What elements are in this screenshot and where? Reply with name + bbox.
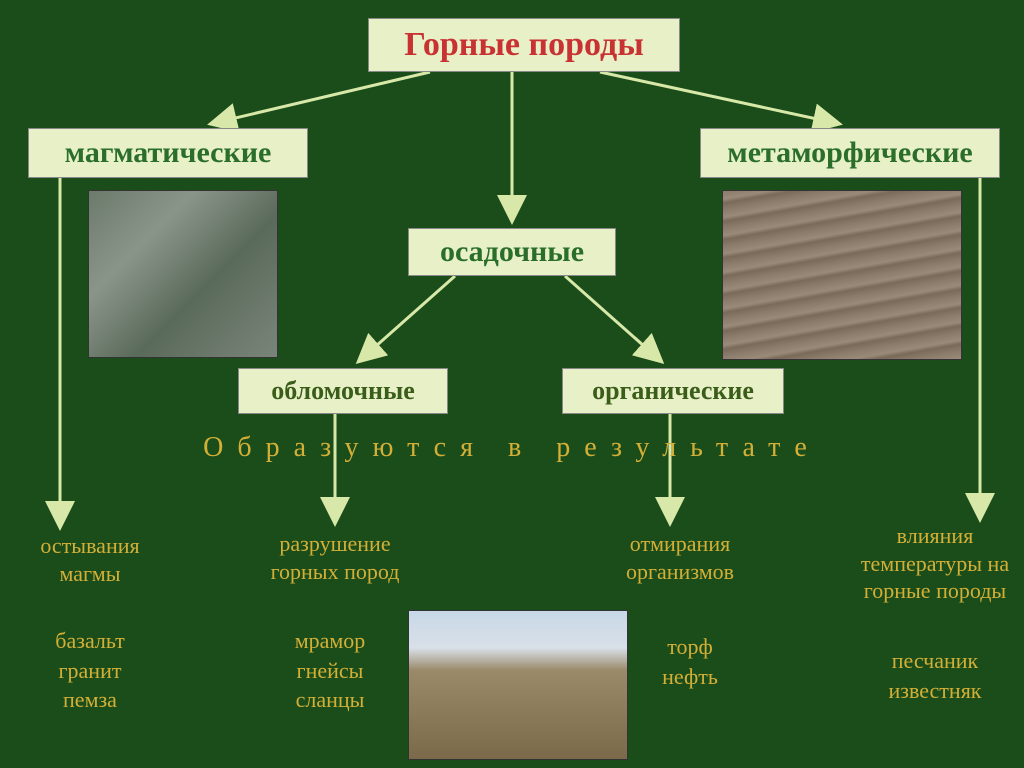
result-rock-destruction: разрушение горных пород: [230, 530, 440, 585]
examples-organic: торф нефть: [620, 632, 760, 691]
ex-met-2: известняк: [850, 676, 1020, 706]
magma-l2: магмы: [0, 560, 180, 588]
ex-org-2: нефть: [620, 662, 760, 692]
rock-image-right: [722, 190, 962, 360]
destr-l2: горных пород: [230, 558, 440, 586]
ex-mag-2: гранит: [10, 656, 170, 686]
ex-cla-3: сланцы: [250, 685, 410, 715]
title-box: Горные породы: [368, 18, 680, 72]
rock-image-bottom: [408, 610, 628, 760]
rock-image-left: [88, 190, 278, 358]
category-metamorphic: метаморфические: [700, 128, 1000, 178]
clastic-label: обломочные: [271, 376, 415, 406]
title-text: Горные породы: [404, 26, 644, 64]
ex-mag-1: базальт: [10, 626, 170, 656]
metamorphic-label: метаморфические: [727, 136, 972, 170]
temp-l3: горные породы: [840, 577, 1024, 605]
ex-cla-2: гнейсы: [250, 656, 410, 686]
subcategory-organic: органические: [562, 368, 784, 414]
org-l2: организмов: [590, 558, 770, 586]
result-magma-cooling: остывания магмы: [0, 532, 180, 587]
subcategory-clastic: обломочные: [238, 368, 448, 414]
ex-cla-1: мрамор: [250, 626, 410, 656]
temp-l2: температуры на: [840, 550, 1024, 578]
formation-heading: Образуются в результате: [0, 432, 1024, 464]
formation-heading-text: Образуются в результате: [203, 432, 821, 463]
temp-l1: влияния: [840, 522, 1024, 550]
examples-metamorphic: песчаник известняк: [850, 646, 1020, 705]
organic-label: органические: [592, 376, 754, 406]
sedimentary-label: осадочные: [440, 235, 584, 269]
category-magmatic: магматические: [28, 128, 308, 178]
ex-met-1: песчаник: [850, 646, 1020, 676]
category-sedimentary: осадочные: [408, 228, 616, 276]
ex-mag-3: пемза: [10, 685, 170, 715]
result-temperature: влияния температуры на горные породы: [840, 522, 1024, 605]
result-organism-death: отмирания организмов: [590, 530, 770, 585]
org-l1: отмирания: [590, 530, 770, 558]
examples-clastic: мрамор гнейсы сланцы: [250, 626, 410, 715]
magma-l1: остывания: [0, 532, 180, 560]
examples-magmatic: базальт гранит пемза: [10, 626, 170, 715]
ex-org-1: торф: [620, 632, 760, 662]
destr-l1: разрушение: [230, 530, 440, 558]
magmatic-label: магматические: [65, 136, 272, 170]
